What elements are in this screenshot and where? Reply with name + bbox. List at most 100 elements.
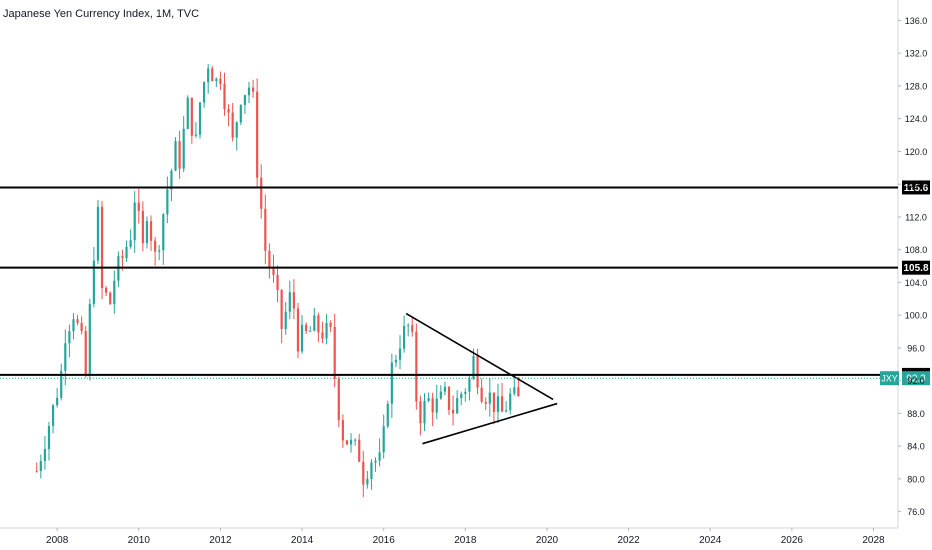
x-tick-label: 2022: [617, 535, 640, 546]
x-tick-label: 2024: [699, 535, 722, 546]
candle: [431, 392, 434, 427]
candle: [96, 199, 100, 265]
candle: [505, 401, 508, 413]
candle: [174, 137, 177, 172]
candle: [186, 95, 189, 130]
triangle-upper[interactable]: [405, 312, 554, 401]
candle: [247, 81, 251, 104]
candle: [125, 240, 128, 262]
candle: [349, 433, 353, 453]
y-tick-label: 128.0: [905, 81, 928, 91]
candle: [68, 324, 71, 358]
symbol-tag: JXY: [881, 374, 898, 384]
y-tick-label: 92.0: [907, 376, 925, 386]
candle: [354, 438, 357, 446]
candle: [198, 101, 202, 139]
candle: [239, 104, 242, 126]
candle: [251, 79, 255, 98]
candle: [284, 302, 287, 335]
y-tick-label: 108.0: [905, 245, 928, 255]
x-tick-label: 2028: [862, 535, 885, 546]
x-tick-label: 2018: [454, 535, 477, 546]
candle: [345, 439, 349, 446]
candle: [170, 168, 173, 202]
candle: [264, 194, 267, 264]
y-tick-label: 88.0: [907, 409, 925, 419]
candle: [358, 434, 361, 463]
candle: [166, 176, 169, 224]
candle: [39, 454, 42, 479]
candle: [51, 404, 55, 434]
candle: [325, 314, 328, 345]
candle: [456, 390, 459, 415]
candle: [309, 326, 312, 332]
symbol-tag-bg: [880, 371, 899, 386]
candle: [88, 298, 91, 381]
candle: [113, 270, 116, 314]
x-tick-label: 2016: [373, 535, 396, 546]
candle: [390, 353, 393, 418]
x-tick-label: 2026: [781, 535, 804, 546]
candle: [460, 391, 463, 406]
trend-lines[interactable]: [405, 312, 558, 445]
candle: [500, 382, 504, 412]
candle: [109, 291, 112, 305]
candle: [256, 78, 259, 188]
candle: [60, 363, 63, 401]
candle: [47, 421, 51, 461]
candle: [56, 387, 59, 408]
candle: [403, 315, 406, 353]
candle: [398, 335, 402, 370]
candle: [35, 462, 38, 473]
candle: [227, 104, 230, 127]
x-tick-label: 2012: [209, 535, 232, 546]
time-axis[interactable]: 2008 2010 2012 2014 2016 2018 2020 2022 2024 2026…: [46, 528, 885, 546]
candle: [133, 191, 136, 253]
candle: [182, 116, 185, 173]
candle: [92, 247, 95, 308]
candle: [427, 392, 430, 403]
candle: [419, 395, 422, 436]
candle: [492, 392, 495, 425]
candle: [300, 315, 304, 354]
x-tick-label: 2008: [46, 535, 69, 546]
candle: [288, 280, 291, 320]
candle: [394, 354, 398, 368]
candle: [464, 388, 467, 402]
candle: [423, 393, 426, 432]
candle: [76, 315, 79, 326]
candle: [480, 378, 483, 404]
chart-title: Japanese Yen Currency Index, 1M, TVC: [3, 8, 200, 20]
candle: [374, 457, 377, 472]
candle: [366, 471, 369, 489]
candle: [341, 414, 344, 448]
candle: [411, 316, 414, 337]
current-price-label: 92.3: [906, 374, 926, 385]
triangle-lower[interactable]: [422, 402, 558, 445]
y-tick-label: 104.0: [905, 278, 928, 288]
candle: [382, 414, 385, 459]
candle: [337, 376, 340, 428]
candle: [64, 329, 67, 386]
candle: [178, 130, 181, 179]
candle: [207, 64, 210, 94]
candle: [272, 254, 275, 283]
candle: [451, 395, 455, 426]
candle: [194, 122, 198, 138]
y-tick-label: 76.0: [907, 507, 925, 517]
candle: [517, 376, 520, 397]
candle: [129, 229, 132, 249]
current-price-label-bg: [902, 371, 930, 386]
candle: [292, 279, 295, 320]
candle: [219, 71, 222, 91]
candle: [435, 384, 438, 420]
candle: [268, 243, 271, 279]
candle: [162, 213, 165, 265]
x-tick-label: 2010: [128, 535, 151, 546]
y-tick-label: 124.0: [905, 114, 928, 124]
price-axis[interactable]: 76.0 80.0 84.0 88.0 92.0 96.0 100.0 104.0 108.0 1…: [898, 16, 927, 517]
grid: [0, 0, 899, 529]
candle: [276, 265, 279, 303]
candle: [496, 383, 500, 423]
